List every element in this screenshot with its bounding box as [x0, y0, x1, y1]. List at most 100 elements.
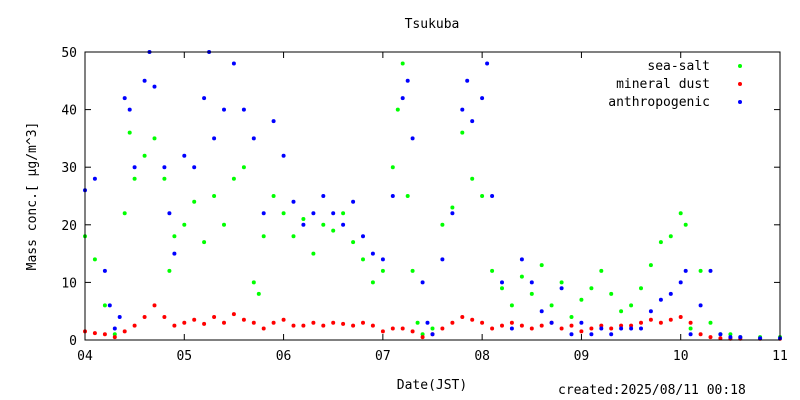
data-point-anthropogenic: [405, 78, 410, 83]
legend-label-mineral-dust: mineral dust: [616, 77, 710, 92]
data-point-anthropogenic: [450, 211, 455, 216]
data-point-anthropogenic: [410, 136, 415, 141]
data-point-mineral-dust: [698, 332, 703, 337]
data-point-sea-salt: [688, 326, 693, 331]
data-point-anthropogenic: [301, 222, 306, 227]
data-point-anthropogenic: [370, 251, 375, 256]
data-point-anthropogenic: [490, 194, 495, 198]
data-point-sea-salt: [301, 217, 306, 221]
data-point-anthropogenic: [390, 194, 395, 198]
data-point-sea-salt: [112, 332, 117, 337]
series-anthropogenic: [83, 50, 782, 341]
data-point-sea-salt: [509, 303, 514, 308]
data-point-sea-salt: [291, 234, 296, 239]
data-point-sea-salt: [182, 222, 187, 227]
y-tick-label: 10: [61, 276, 77, 291]
data-point-mineral-dust: [678, 315, 683, 319]
data-point-mineral-dust: [361, 320, 365, 325]
data-point-mineral-dust: [668, 317, 673, 322]
data-point-mineral-dust: [708, 335, 713, 340]
y-tick-label: 50: [61, 46, 77, 61]
data-point-sea-salt: [212, 194, 217, 198]
y-axis-label: Mass conc.[ μg/m^3]: [25, 122, 40, 271]
data-point-mineral-dust: [152, 303, 157, 308]
data-point-anthropogenic: [589, 332, 594, 337]
x-tick-label: 08: [474, 349, 490, 364]
data-point-sea-salt: [539, 263, 544, 268]
data-point-mineral-dust: [321, 323, 326, 328]
series-mineral-dust: [83, 303, 782, 341]
data-point-sea-salt: [380, 268, 385, 273]
legend-label-anthropogenic: anthropogenic: [608, 95, 710, 110]
data-point-anthropogenic: [182, 153, 187, 158]
data-point-anthropogenic: [738, 335, 743, 340]
data-point-mineral-dust: [569, 323, 574, 328]
y-tick-label: 0: [69, 334, 77, 349]
legend-marker-sea-salt: [738, 64, 742, 68]
x-axis-label: Date(JST): [397, 378, 467, 393]
data-point-mineral-dust: [658, 320, 663, 325]
data-point-anthropogenic: [420, 280, 425, 285]
data-point-anthropogenic: [202, 96, 207, 101]
data-point-anthropogenic: [425, 320, 430, 325]
data-point-sea-salt: [256, 291, 261, 296]
data-point-mineral-dust: [589, 326, 594, 331]
data-point-anthropogenic: [231, 61, 236, 66]
data-point-anthropogenic: [639, 326, 643, 331]
data-point-sea-salt: [395, 107, 400, 112]
data-point-mineral-dust: [519, 323, 524, 328]
data-point-mineral-dust: [579, 329, 584, 334]
data-point-sea-salt: [619, 309, 624, 314]
y-tick-label: 20: [61, 219, 77, 234]
data-point-mineral-dust: [370, 323, 375, 328]
data-point-mineral-dust: [509, 320, 514, 325]
data-point-mineral-dust: [460, 315, 465, 319]
data-point-sea-salt: [390, 165, 395, 170]
data-point-anthropogenic: [460, 107, 465, 112]
data-point-mineral-dust: [261, 326, 266, 331]
data-point-mineral-dust: [241, 317, 246, 322]
data-point-mineral-dust: [599, 323, 604, 328]
legend: sea-salt mineral dust anthropogenic: [608, 59, 742, 110]
data-point-sea-salt: [152, 136, 157, 141]
data-point-mineral-dust: [688, 320, 693, 325]
data-point-sea-salt: [351, 240, 356, 245]
data-point-sea-salt: [281, 211, 286, 216]
data-point-sea-salt: [500, 286, 504, 291]
data-point-sea-salt: [370, 280, 375, 285]
data-points: [83, 50, 782, 341]
data-point-sea-salt: [629, 303, 634, 308]
data-point-sea-salt: [698, 268, 703, 273]
data-point-mineral-dust: [212, 315, 217, 319]
data-point-sea-salt: [609, 291, 614, 296]
data-point-sea-salt: [132, 176, 137, 181]
data-point-sea-salt: [569, 315, 574, 319]
data-point-anthropogenic: [758, 336, 763, 341]
data-point-mineral-dust: [629, 323, 634, 328]
data-point-anthropogenic: [351, 199, 356, 204]
data-point-mineral-dust: [231, 312, 236, 317]
data-point-anthropogenic: [619, 326, 624, 331]
data-point-sea-salt: [341, 211, 346, 216]
data-point-mineral-dust: [450, 320, 455, 325]
data-point-sea-salt: [311, 251, 316, 256]
data-point-anthropogenic: [519, 257, 524, 262]
data-point-mineral-dust: [222, 320, 226, 325]
data-point-sea-salt: [470, 176, 475, 181]
data-point-mineral-dust: [341, 321, 346, 326]
data-point-sea-salt: [658, 240, 663, 245]
data-point-anthropogenic: [212, 136, 217, 141]
x-tick-label: 09: [574, 349, 590, 364]
data-point-anthropogenic: [341, 222, 346, 227]
data-point-anthropogenic: [470, 119, 475, 124]
data-point-anthropogenic: [688, 332, 693, 337]
data-point-sea-salt: [162, 176, 167, 181]
data-point-mineral-dust: [271, 320, 276, 325]
data-point-anthropogenic: [569, 332, 574, 337]
data-point-anthropogenic: [361, 234, 365, 239]
data-point-mineral-dust: [172, 323, 177, 328]
data-point-anthropogenic: [321, 194, 326, 198]
data-point-mineral-dust: [182, 320, 187, 325]
data-point-sea-salt: [648, 263, 653, 268]
axis-ticks: [84, 51, 781, 341]
